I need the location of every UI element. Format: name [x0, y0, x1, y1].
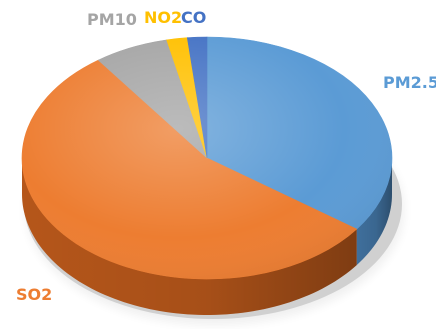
slice-label-so2: SO2 — [16, 285, 52, 304]
slice-label-pm25: PM2.5 — [383, 73, 436, 92]
slice-label-pm10: PM10 — [87, 10, 137, 29]
pie-top-faces — [21, 36, 393, 280]
pie-side-shade-pm25 — [356, 158, 392, 266]
slice-label-no2: NO2 — [144, 8, 182, 27]
pie-side-shade-so2 — [22, 158, 357, 315]
pie-top-highlight — [22, 37, 392, 279]
slice-label-co: CO — [181, 8, 206, 27]
pie-side-walls — [22, 158, 392, 315]
